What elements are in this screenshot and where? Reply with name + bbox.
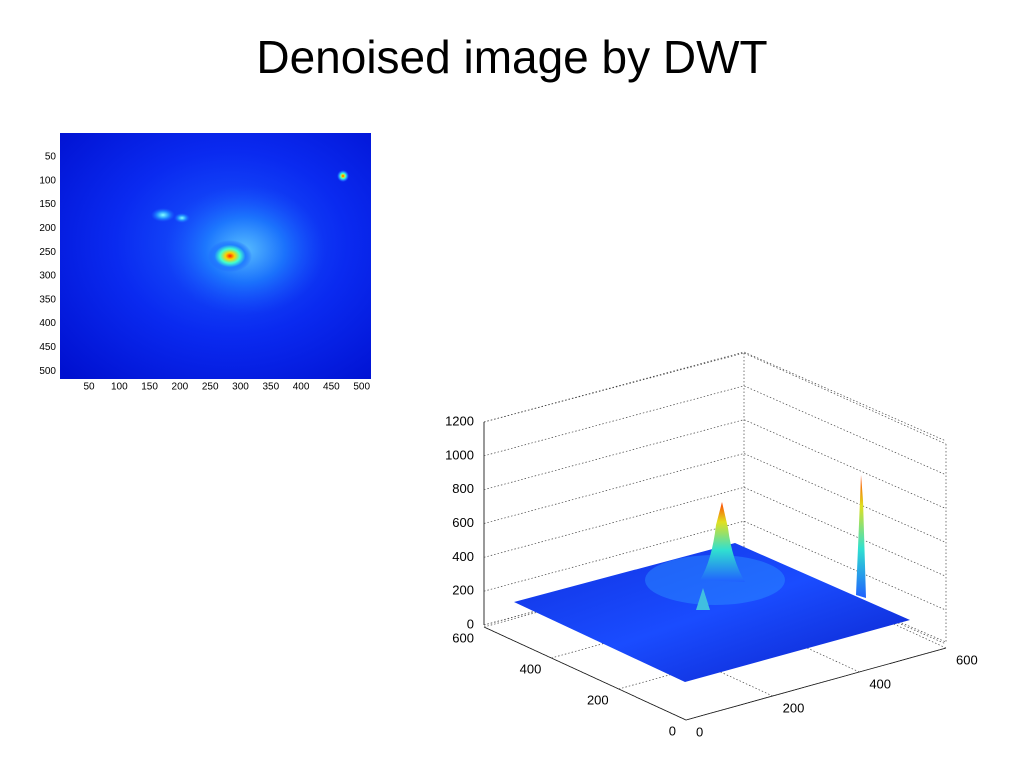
y-tick-label: 100 (39, 175, 56, 186)
z-tick-label: 600 (452, 515, 474, 530)
x-tick-label: 200 (783, 700, 805, 715)
x-tick-label: 0 (696, 724, 703, 739)
hot-spot (208, 240, 252, 272)
x-tick-label: 50 (83, 382, 95, 393)
z-tick-label: 1200 (445, 413, 474, 428)
surface (514, 543, 910, 682)
y-tick-label: 350 (39, 294, 56, 305)
x-tick-label: 250 (202, 382, 219, 393)
x-tick-label: 150 (141, 382, 158, 393)
x-tick-label: 350 (262, 382, 279, 393)
y-tick-label: 450 (39, 342, 56, 353)
peak (700, 502, 745, 582)
grid-line (685, 647, 947, 721)
y-tick-label: 600 (452, 630, 474, 645)
peak (696, 588, 710, 610)
z-tick-label: 800 (452, 481, 474, 496)
y-tick-label: 0 (669, 723, 676, 738)
x-tick-label: 600 (956, 652, 978, 667)
x-tick-label: 450 (323, 382, 340, 393)
y-tick-label: 200 (39, 223, 56, 234)
x-tick-label: 400 (869, 676, 891, 691)
spot (174, 213, 190, 223)
y-tick-label: 400 (39, 318, 56, 329)
spot (151, 208, 175, 222)
y-tick-label: 250 (39, 247, 56, 258)
y-tick-label: 150 (39, 199, 56, 210)
y-tick-label: 500 (39, 366, 56, 377)
y-tick-label: 300 (39, 271, 56, 282)
x-tick-label: 500 (353, 382, 370, 393)
x-tick-label: 300 (232, 382, 249, 393)
z-tick-label: 0 (467, 616, 474, 631)
spot (337, 170, 349, 182)
y-tick-label: 50 (45, 152, 57, 163)
slide-title: Denoised image by DWT (256, 31, 768, 83)
x-tick-label: 100 (111, 382, 128, 393)
z-tick-label: 200 (452, 583, 474, 598)
x-tick-label: 400 (293, 382, 310, 393)
x-tick-label: 200 (172, 382, 189, 393)
y-tick-label: 200 (587, 692, 609, 707)
z-tick-label: 400 (452, 549, 474, 564)
z-tick-label: 1000 (445, 447, 474, 462)
tick-labels: 0 200 400 600 800 1000 1200 600 400 200 0 0 200 400 60… (445, 413, 978, 739)
peak (856, 475, 866, 598)
y-tick-label: 400 (520, 661, 542, 676)
